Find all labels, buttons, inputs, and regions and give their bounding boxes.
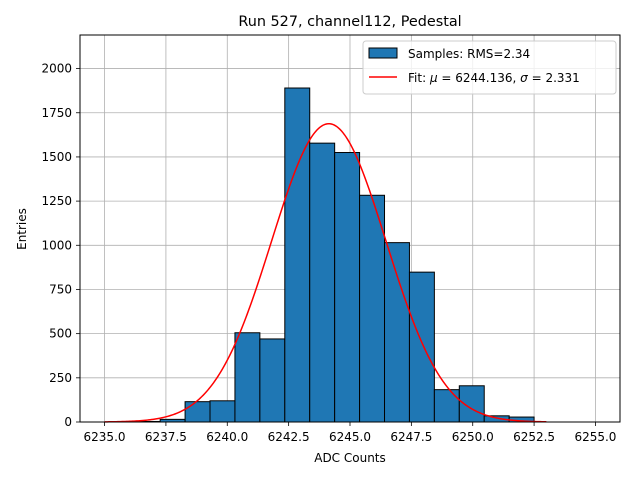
- histogram-bar-4: [234, 332, 261, 423]
- histogram-bar-5: [259, 338, 286, 423]
- x-tick-label-2: 6240.0: [206, 430, 248, 444]
- x-tick-label-1: 6237.5: [145, 430, 187, 444]
- x-axis-label: ADC Counts: [314, 451, 386, 465]
- y-tick-label-0: 0: [64, 415, 72, 429]
- histogram-bars: [134, 87, 535, 423]
- histogram-bar-9: [359, 194, 386, 423]
- legend-samples-swatch: [368, 47, 398, 59]
- y-tick-label-3: 750: [49, 282, 72, 296]
- fit-curve: [104, 122, 547, 423]
- y-tick-label-2: 500: [49, 327, 72, 341]
- legend-samples-label: Samples: RMS=2.34: [408, 47, 530, 61]
- y-axis-label: Entries: [15, 208, 29, 250]
- x-tick-label-8: 6255.0: [574, 430, 616, 444]
- histogram-bar-8: [334, 152, 361, 423]
- histogram-bar-11: [408, 271, 435, 423]
- y-tick-label-4: 1000: [41, 238, 72, 252]
- x-axis-ticks: 6235.0 6237.5 6240.0 6242.5 6245.0 6247.5 6250…: [84, 422, 616, 444]
- histogram-bar-6: [284, 87, 311, 423]
- histogram-bar-10: [384, 242, 410, 423]
- histogram-bar-12: [433, 389, 460, 423]
- histogram-bar-2: [184, 401, 211, 423]
- x-tick-label-3: 6242.5: [268, 430, 310, 444]
- x-tick-label-7: 6252.5: [513, 430, 555, 444]
- x-tick-label-4: 6245.0: [329, 430, 371, 444]
- x-tick-label-0: 6235.0: [84, 430, 126, 444]
- legend-box: [362, 40, 617, 95]
- legend-fit-sigma-value: = 2.331: [528, 71, 580, 85]
- legend-fit-sigma-symbol: σ: [520, 71, 528, 85]
- legend-fit-mu-symbol: μ: [429, 71, 438, 85]
- legend: Samples: RMS=2.34 Fit: μ = 6244.136, σ =…: [362, 40, 617, 95]
- x-tick-label-6: 6250.0: [452, 430, 494, 444]
- histogram-bar-7: [309, 142, 336, 423]
- y-tick-label-7: 1750: [41, 106, 72, 120]
- y-axis-ticks: 0 250 500 750 1000 1250 1500 1750 2000: [41, 62, 80, 429]
- histogram-bar-3: [209, 400, 236, 423]
- chart-title: Run 527, channel112, Pedestal: [238, 14, 461, 30]
- x-tick-label-5: 6247.5: [390, 430, 432, 444]
- fit-curve-layer: [104, 122, 547, 423]
- legend-fit-label: Fit: μ = 6244.136, σ = 2.331: [408, 71, 580, 85]
- y-tick-label-1: 250: [49, 371, 72, 385]
- y-tick-label-8: 2000: [41, 62, 72, 76]
- y-tick-label-5: 1250: [41, 194, 72, 208]
- legend-fit-mu-value: = 6244.136,: [438, 71, 521, 85]
- y-tick-label-6: 1500: [41, 150, 72, 164]
- legend-fit-prefix: Fit:: [408, 71, 430, 85]
